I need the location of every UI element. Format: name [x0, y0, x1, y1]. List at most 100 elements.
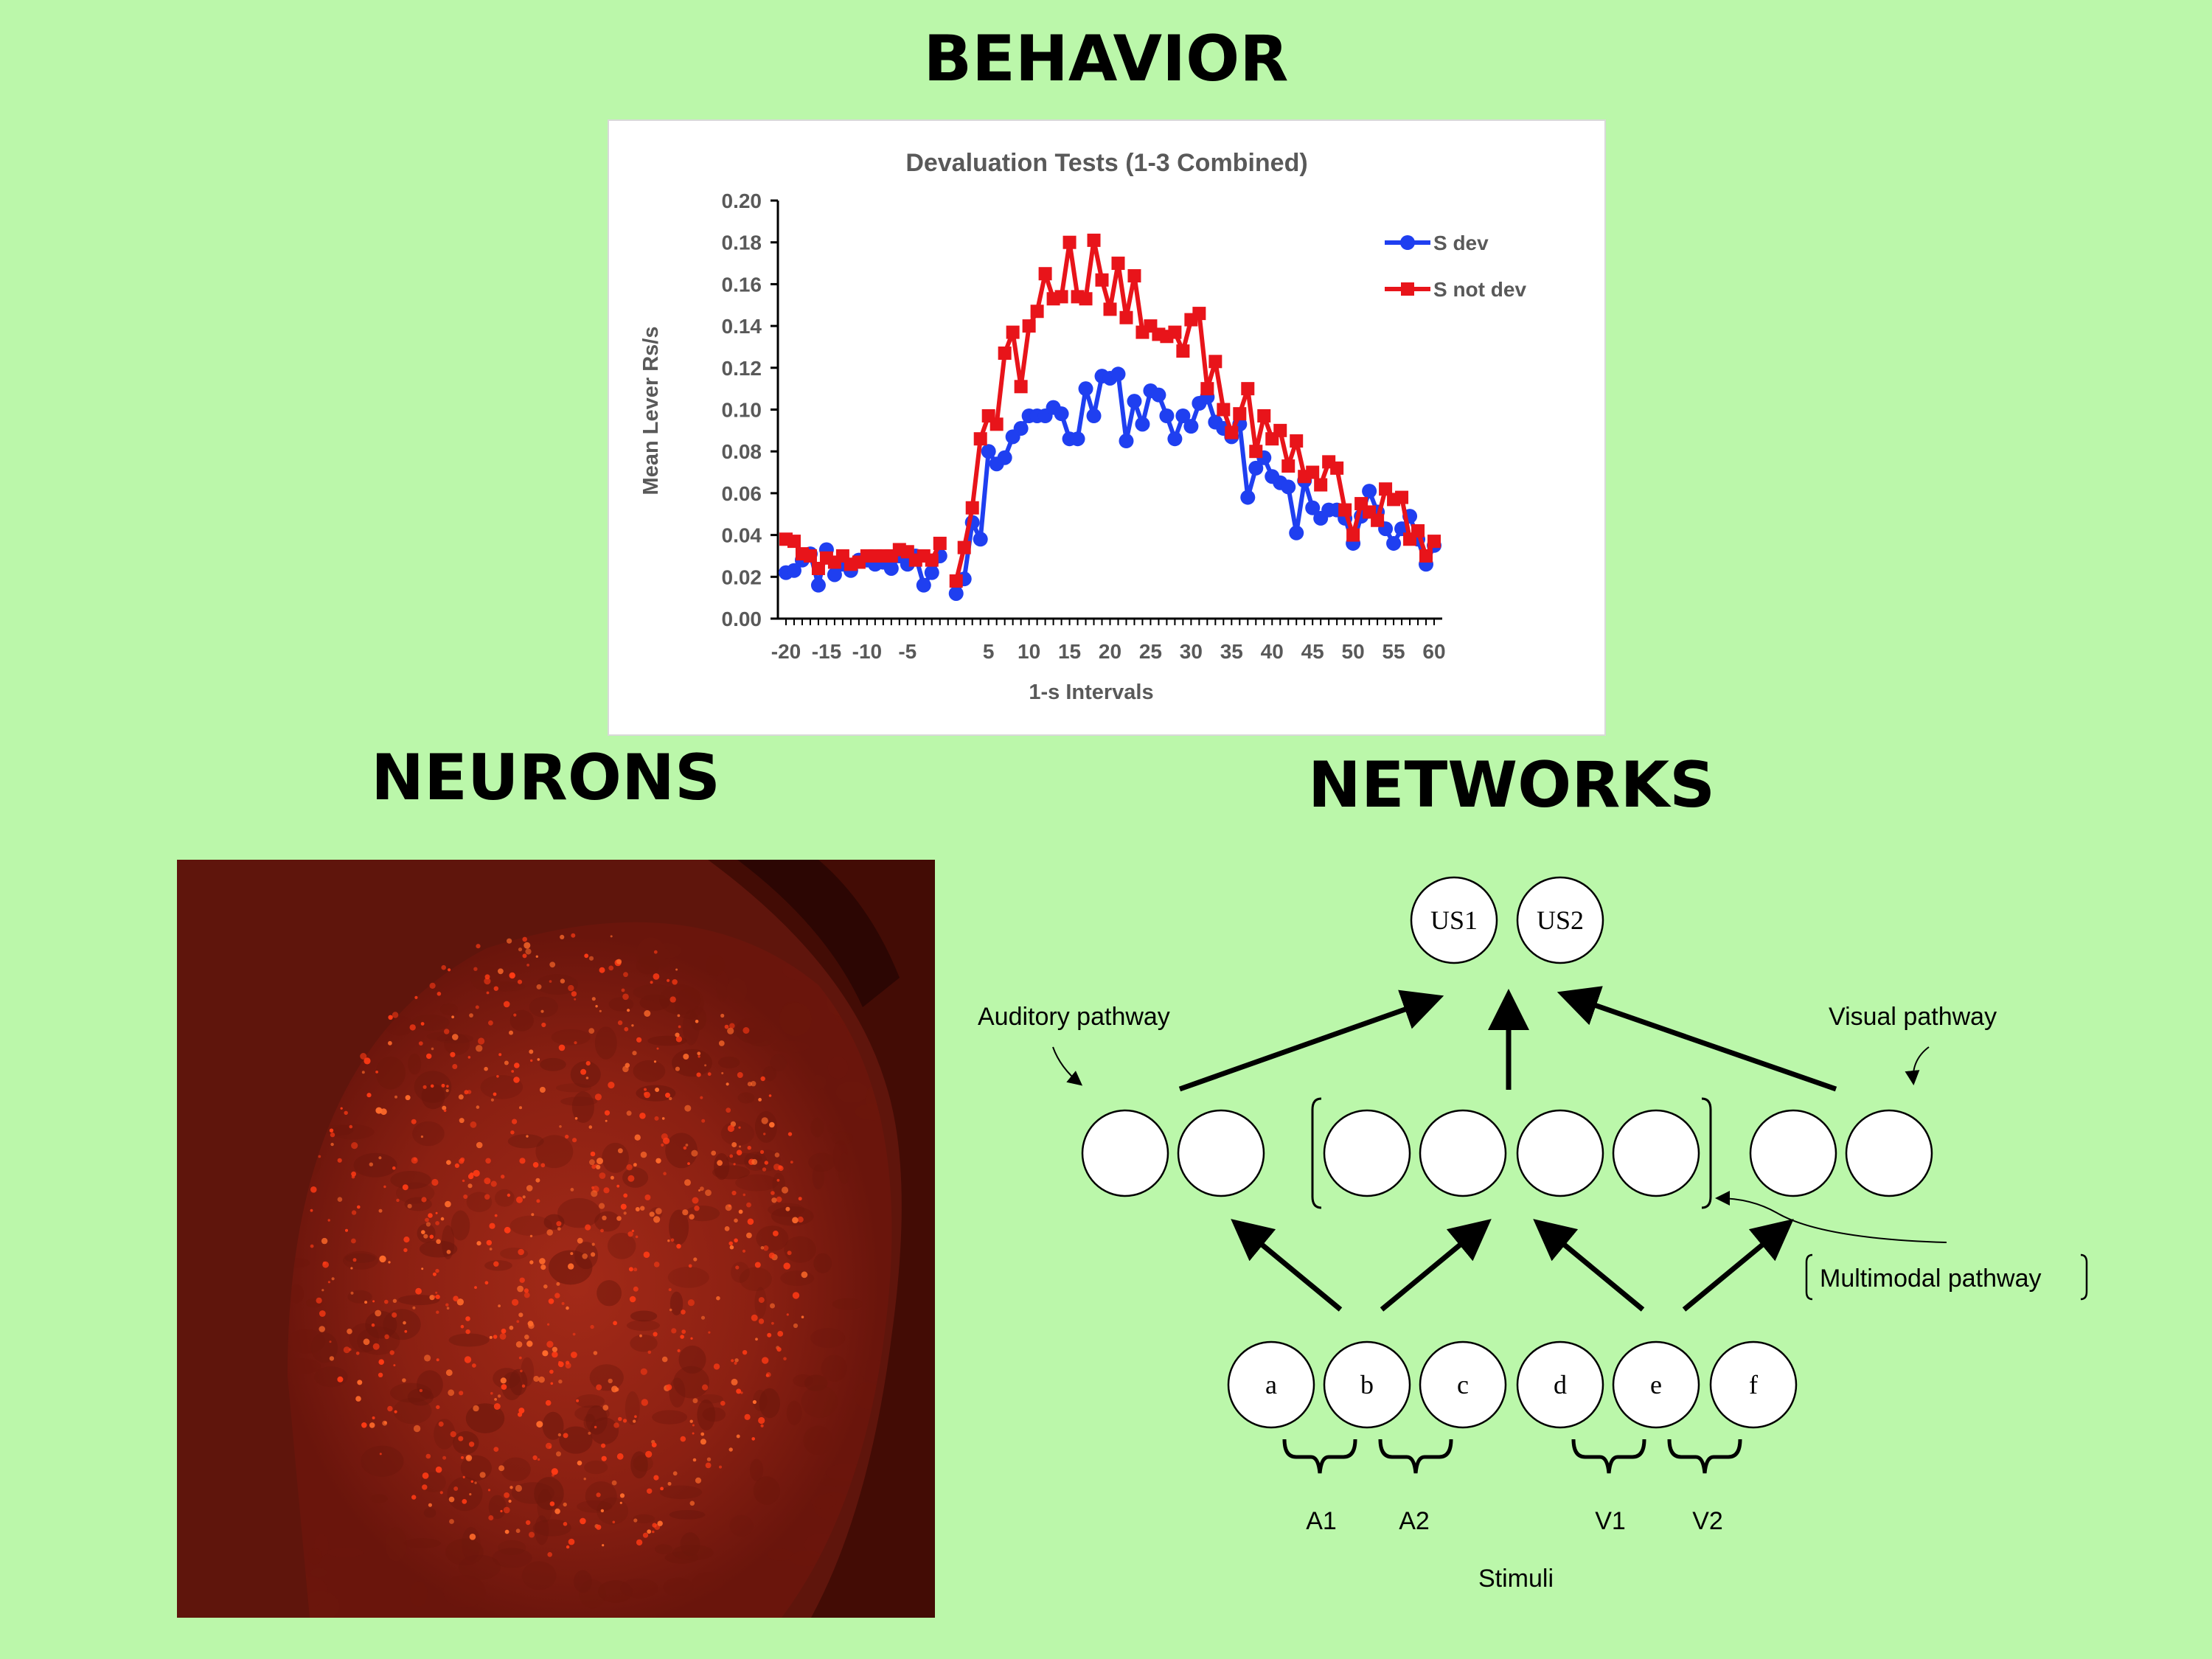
- x-tick-label: 40: [1261, 640, 1284, 663]
- x-tick-label: 25: [1139, 640, 1162, 663]
- data-point: [1281, 459, 1295, 473]
- data-point: [883, 560, 899, 576]
- input-node-a: a: [1227, 1340, 1315, 1429]
- x-tick-label: 50: [1342, 640, 1365, 663]
- data-point: [1240, 490, 1256, 505]
- data-point: [1127, 394, 1142, 409]
- data-point: [1395, 490, 1409, 504]
- data-point: [1273, 423, 1287, 437]
- brace-v1: [1571, 1439, 1646, 1474]
- devaluation-chart-panel: Devaluation Tests (1-3 Combined) Mean Le…: [608, 119, 1606, 736]
- data-point: [810, 577, 826, 593]
- arrow-auditory-to-us: [1178, 990, 1444, 1092]
- data-point: [1281, 479, 1296, 495]
- auditory-unit-2: [1177, 1109, 1265, 1197]
- multimodal-bracket-left: [1311, 1097, 1322, 1209]
- data-point: [1151, 387, 1166, 403]
- legend-marker: [1401, 282, 1414, 296]
- svg-text:e: e: [1650, 1370, 1662, 1399]
- data-point: [1062, 235, 1077, 249]
- data-point: [1176, 344, 1190, 358]
- data-point: [916, 577, 931, 593]
- multimodal-unit-1: [1323, 1109, 1411, 1197]
- data-point: [1006, 325, 1020, 339]
- data-point: [1217, 403, 1231, 417]
- x-tick-label: 15: [1058, 640, 1081, 663]
- x-axis-label: 1-s Intervals: [1029, 681, 1153, 704]
- data-point: [949, 574, 963, 588]
- data-point: [1030, 305, 1044, 319]
- data-point: [1362, 484, 1377, 499]
- svg-text:d: d: [1554, 1370, 1567, 1399]
- data-point: [1338, 503, 1352, 517]
- data-point: [1379, 482, 1393, 496]
- y-tick-label: 0.04: [722, 524, 762, 547]
- data-point: [933, 536, 947, 550]
- data-point: [1159, 408, 1175, 424]
- data-point: [1386, 535, 1402, 551]
- arrow-e-to-visual: [1682, 1219, 1794, 1312]
- visual-pathway-pointer: [1905, 1046, 1930, 1085]
- data-point: [1225, 425, 1239, 439]
- svg-text:a: a: [1265, 1370, 1277, 1399]
- data-point: [973, 432, 987, 446]
- data-point: [1371, 513, 1385, 527]
- data-point: [1054, 290, 1068, 304]
- multimodal-bracket-right: [1701, 1097, 1712, 1209]
- multimodal-unit-4: [1612, 1109, 1700, 1197]
- data-point: [1111, 257, 1125, 271]
- series-s-not-dev: [779, 233, 1441, 588]
- input-node-d: d: [1516, 1340, 1604, 1429]
- data-point: [1208, 355, 1222, 369]
- chart-title: Devaluation Tests (1-3 Combined): [905, 149, 1307, 177]
- brace-v2: [1667, 1439, 1742, 1474]
- stimuli-label: Stimuli: [1478, 1565, 1554, 1593]
- data-point: [786, 563, 801, 578]
- x-tick-label: 20: [1099, 640, 1121, 663]
- arrow-visual-to-us: [1557, 986, 1837, 1092]
- legend-marker: [1400, 235, 1415, 250]
- data-point: [924, 565, 939, 580]
- multimodal-label-bracket-left: [1805, 1253, 1813, 1301]
- data-point: [787, 535, 801, 549]
- multimodal-unit-3: [1516, 1109, 1604, 1197]
- data-point: [1167, 431, 1183, 447]
- group-label-v1: V1: [1595, 1507, 1626, 1535]
- data-point: [1078, 381, 1093, 397]
- data-point: [1054, 406, 1069, 422]
- multimodal-pathway-pointer: [1715, 1191, 1947, 1243]
- y-axis-label: Mean Lever Rs/s: [639, 327, 663, 495]
- data-point: [981, 444, 996, 459]
- data-point: [1127, 269, 1141, 283]
- data-point: [1168, 325, 1182, 339]
- legend-label: S dev: [1433, 232, 1489, 254]
- x-tick-label: -15: [812, 640, 841, 663]
- brace-a1: [1282, 1439, 1357, 1474]
- x-tick-label: 60: [1422, 640, 1445, 663]
- data-point: [1014, 380, 1028, 394]
- data-point: [957, 540, 971, 554]
- y-tick-label: 0.20: [722, 189, 762, 212]
- auditory-pathway-pointer: [1052, 1046, 1083, 1086]
- x-tick-label: 55: [1382, 640, 1405, 663]
- networks-heading: NETWORKS: [1307, 748, 1716, 822]
- data-point: [1070, 431, 1085, 447]
- y-tick-label: 0.18: [722, 232, 762, 254]
- brace-a2: [1378, 1439, 1453, 1474]
- input-node-b: b: [1323, 1340, 1411, 1429]
- data-point: [1411, 524, 1425, 538]
- y-tick-label: 0.12: [722, 357, 762, 380]
- arrow-b-to-multimodal: [1380, 1219, 1492, 1312]
- multimodal-pathway-label: Multimodal pathway: [1820, 1265, 2041, 1293]
- y-tick-label: 0.08: [722, 440, 762, 463]
- data-point: [1022, 319, 1036, 333]
- data-point: [1103, 302, 1117, 316]
- auditory-pathway-label: Auditory pathway: [978, 1003, 1170, 1031]
- data-point: [811, 561, 825, 575]
- x-tick-label: 10: [1018, 640, 1040, 663]
- group-label-a1: A1: [1306, 1507, 1337, 1535]
- svg-text:c: c: [1457, 1370, 1469, 1399]
- us1-node: US1: [1410, 876, 1498, 964]
- svg-text:b: b: [1360, 1370, 1374, 1399]
- data-point: [1241, 382, 1255, 396]
